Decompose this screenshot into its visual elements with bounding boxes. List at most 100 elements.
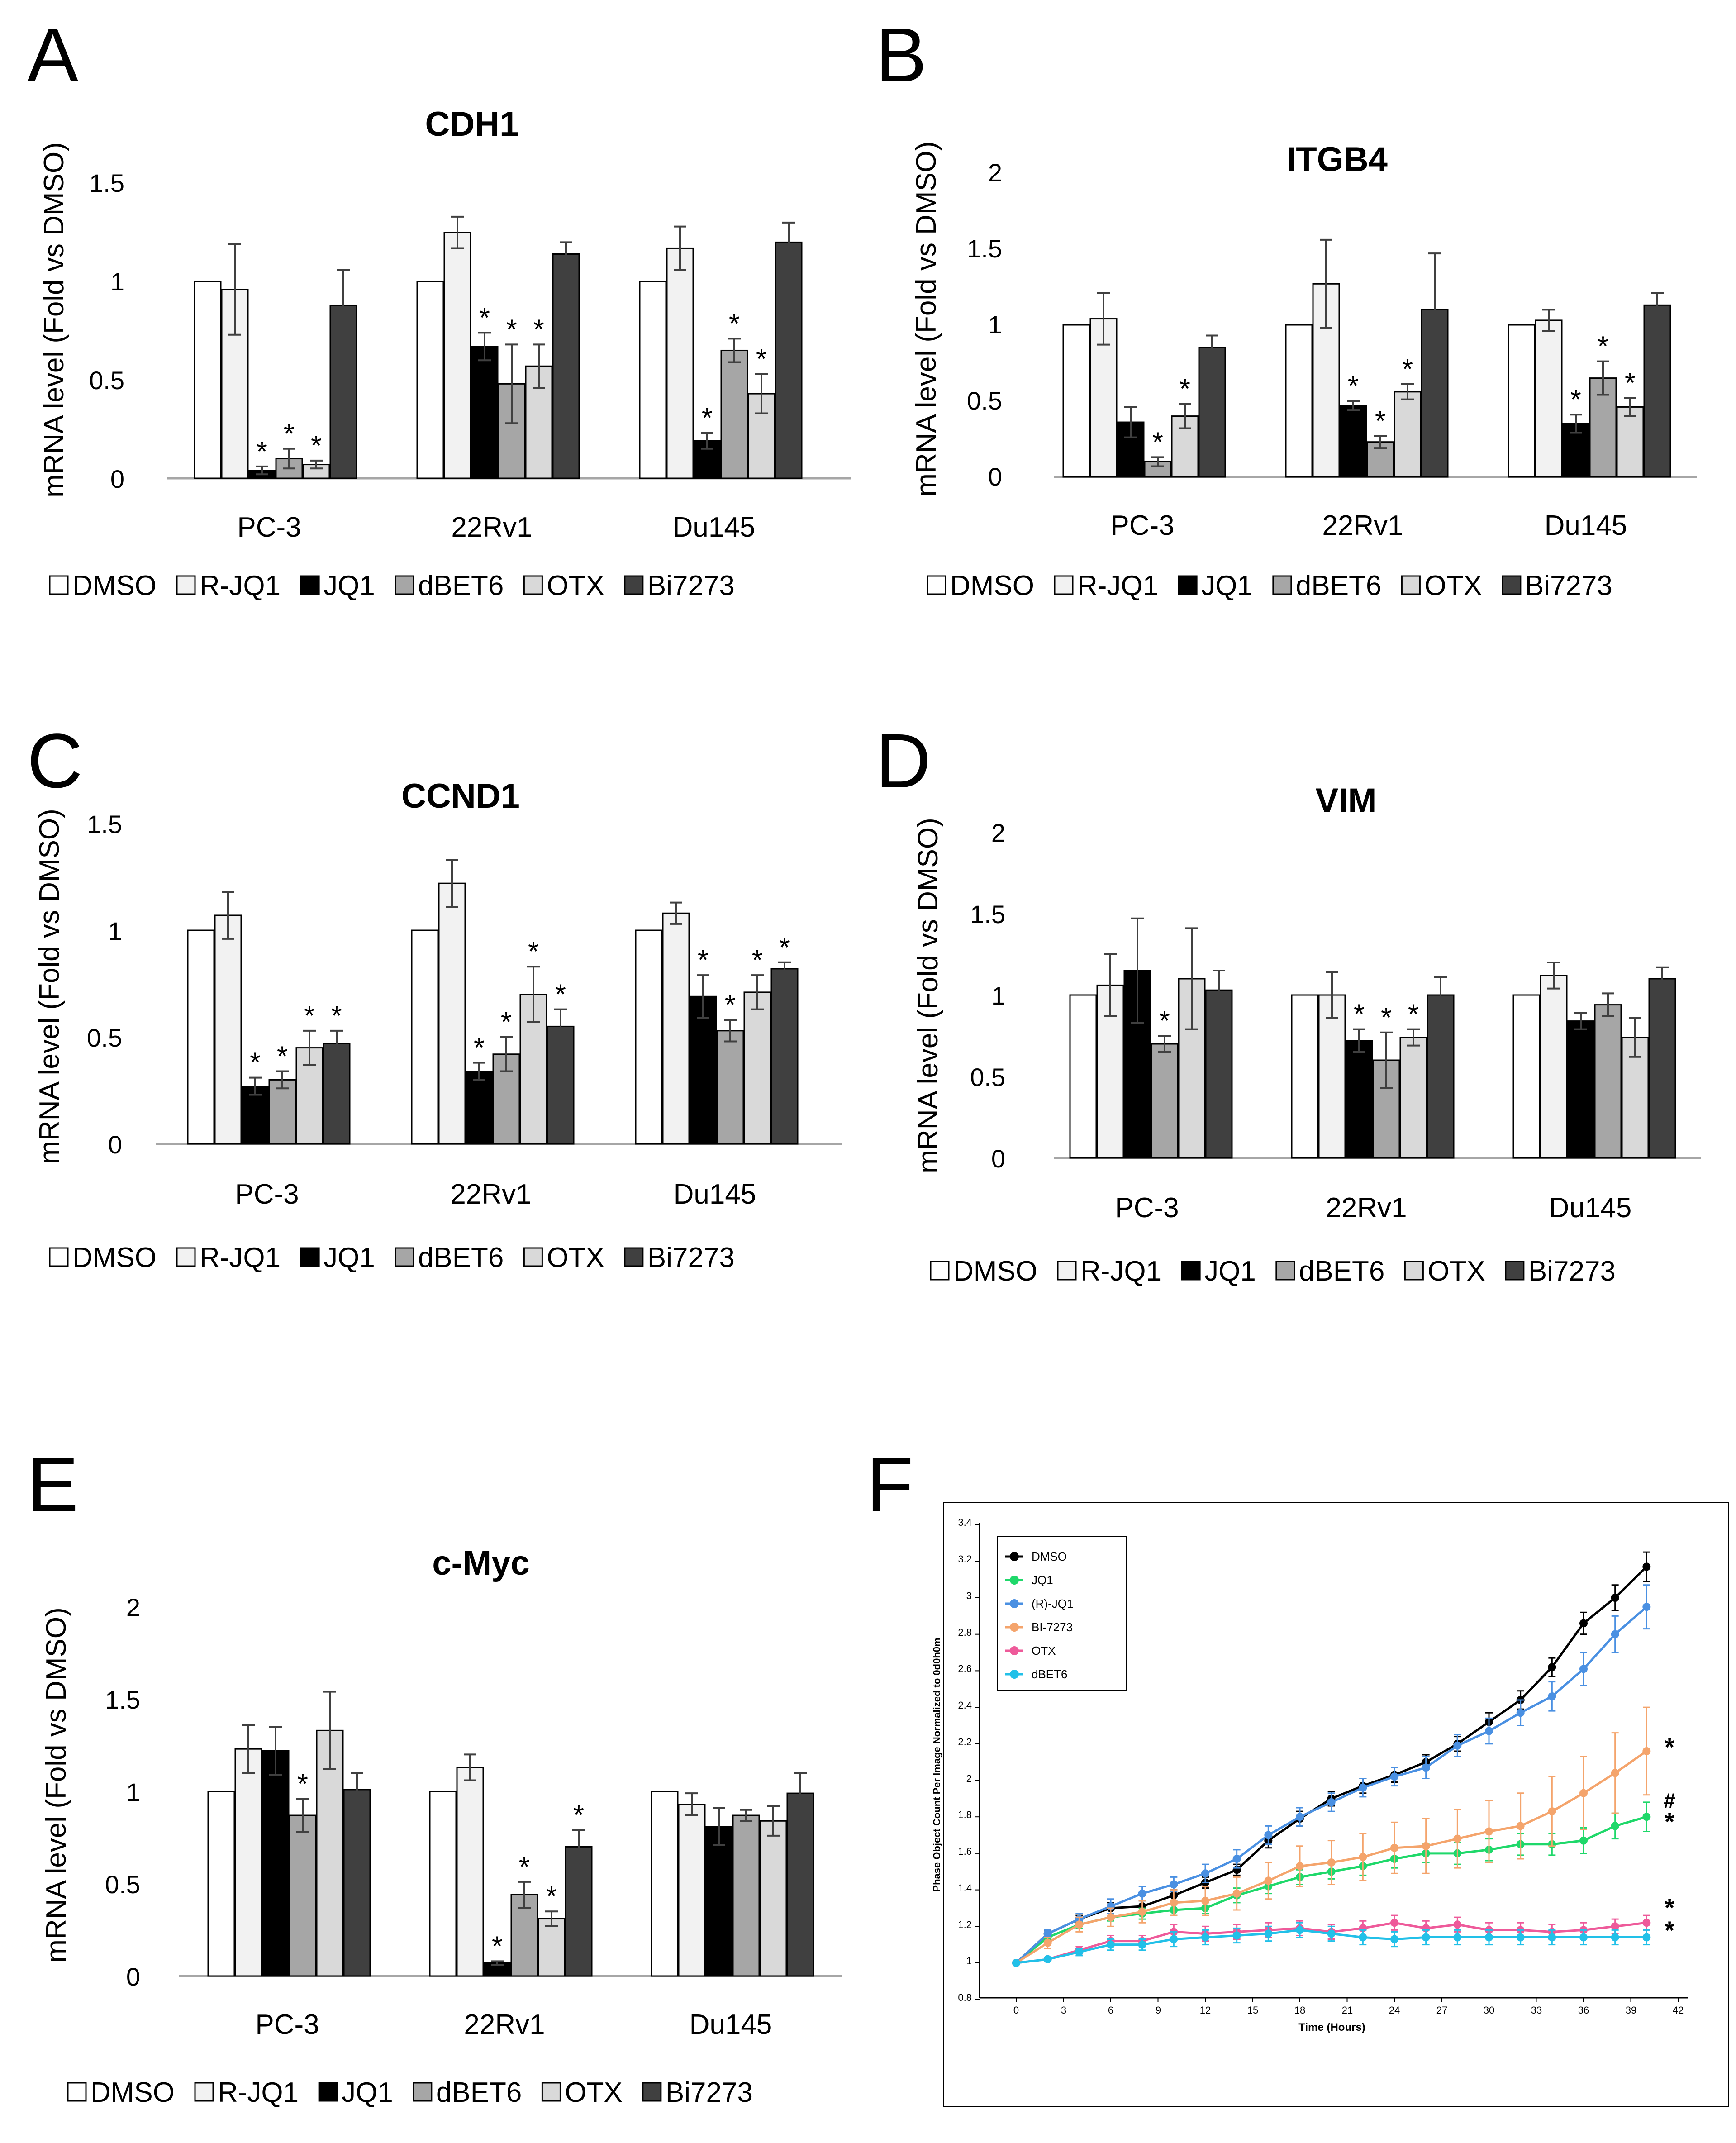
bar-bi7273-22rv1 <box>1427 994 1455 1159</box>
panel-c-title: CCND1 <box>401 777 520 815</box>
panel-a-categories: PC-3 22Rv1 Du145 <box>237 512 755 543</box>
data-point <box>1043 1955 1052 1963</box>
bar-dbet6-du145 <box>1594 1004 1622 1159</box>
error-bar-dbet6-22rv1 <box>500 1036 513 1072</box>
legend-label-dbet6: dBET6 <box>418 570 504 601</box>
bar-dmso-pc-3 <box>207 1791 235 1977</box>
panel-c-yticks: 0 0.5 1 1.5 <box>87 810 122 1159</box>
significance-star: * <box>277 1041 288 1072</box>
data-point <box>1390 1772 1398 1781</box>
panel-f-ytick-8: 2.4 <box>958 1700 972 1711</box>
data-point <box>1642 1747 1651 1755</box>
bar-dbet6-pc-3 <box>1151 1043 1179 1159</box>
panel-f-end-mark-dbet6: * <box>1665 1916 1674 1944</box>
significance-star: * <box>250 1048 261 1079</box>
panel-f-xtick-9: 27 <box>1436 2005 1447 2016</box>
bar-bi7273-22rv1 <box>552 253 580 479</box>
panel-f-ytick-10: 2.8 <box>958 1627 972 1638</box>
panel-e-chart: c-Myc mRNA level (Fold vs DMSO) 0 0.5 1 … <box>41 1544 842 2108</box>
bar-r-jq1-22rv1 <box>456 1767 484 1977</box>
panel-a-legend: DMSO R-JQ1 JQ1 dBET6 OTX Bi7273 <box>49 570 735 601</box>
bar-otx-22rv1 <box>537 1918 566 1977</box>
panel-b-chart: ITGB4 mRNA level (Fold vs DMSO) 0 0.5 1 … <box>911 140 1697 601</box>
legend-swatch-jq1 <box>1178 575 1198 595</box>
panel-f-ytick-1: 1 <box>966 1955 972 1967</box>
bar-bi7273-du145 <box>786 1792 814 1977</box>
legend-label-dbet6: dBET6 <box>1032 1667 1068 1681</box>
legend-label-bi-7273: BI-7273 <box>1032 1620 1073 1634</box>
legend-swatch-bi7273 <box>1505 1261 1525 1281</box>
data-point <box>1516 1822 1525 1830</box>
significance-star: * <box>519 1852 530 1883</box>
legend-swatch-dbet6 <box>395 575 414 595</box>
panel-f-yticks: 0.8 1 1.2 1.4 1.6 1.8 2 2.2 2.4 2.6 2.8 … <box>958 1517 972 2003</box>
panel-c-category-0: PC-3 <box>235 1179 299 1210</box>
panel-a-ytick-1: 0.5 <box>89 366 124 395</box>
bar-bi7273-pc-3 <box>323 1043 351 1145</box>
legend-swatch-dbet6 <box>1272 575 1292 595</box>
data-point <box>1485 1933 1493 1942</box>
panel-a-title: CDH1 <box>425 105 519 143</box>
legend-label-dmso: DMSO <box>1032 1550 1067 1563</box>
legend-swatch-otx <box>1401 575 1421 595</box>
legend-swatch-r-jq1 <box>194 2082 214 2102</box>
legend-label-jq1: JQ1 <box>1204 1256 1256 1287</box>
data-point <box>1264 1876 1273 1885</box>
bar-dmso-pc-3 <box>187 929 215 1145</box>
data-point <box>1138 1889 1146 1898</box>
bar-bi7273-pc-3 <box>343 1789 371 1977</box>
panel-f-xtick-13: 39 <box>1626 2005 1636 2016</box>
error-bar-otx-pc-3 <box>303 1029 316 1066</box>
bar-dmso-22rv1 <box>411 929 439 1145</box>
data-point <box>1232 1855 1241 1863</box>
panel-e-bars: * * * * * <box>207 1691 814 1977</box>
panel-b-category-2: Du145 <box>1545 510 1627 541</box>
data-point <box>1422 1763 1430 1772</box>
error-bar-dbet6-pc-3 <box>283 448 295 470</box>
panel-a-ytick-2: 1 <box>110 267 124 296</box>
bar-otx-du145 <box>743 991 771 1145</box>
legend-label-jq1: JQ1 <box>323 1242 375 1273</box>
panel-b-bars: * * * * * * * * * <box>1062 238 1671 487</box>
legend-swatch-otx <box>523 575 543 595</box>
panel-d-bars: * * * * <box>1069 917 1676 1159</box>
legend-swatch-bi7273 <box>624 575 644 595</box>
error-bar-bi7273-pc-3 <box>1206 334 1218 361</box>
error-bar-bi7273-du145 <box>782 221 795 263</box>
error-bar-otx-du145 <box>751 974 764 1010</box>
panel-e-ylabel: mRNA level (Fold vs DMSO) <box>41 1607 72 1962</box>
panel-f-ytick-11: 3 <box>966 1590 972 1601</box>
panel-f-ytick-5: 1.8 <box>958 1809 972 1820</box>
error-bar-bi7273-pc-3 <box>351 1772 363 1807</box>
panel-d-legend: DMSO R-JQ1 JQ1 dBET6 OTX Bi7273 <box>930 1256 1616 1287</box>
panel-f-end-mark-hash: # <box>1664 1789 1675 1812</box>
error-bar-r-jq1-22rv1 <box>446 859 458 908</box>
significance-star: * <box>573 1800 584 1831</box>
legend-label-dmso: DMSO <box>90 2077 175 2108</box>
significance-star: * <box>1152 427 1163 458</box>
panel-b-ytick-1: 0.5 <box>967 386 1002 415</box>
error-bar-jq1-pc-3 <box>269 1726 282 1776</box>
legend-label-otx: OTX <box>547 1242 604 1273</box>
panel-f-end-mark-jq1: * <box>1665 1807 1674 1836</box>
bar-jq1-22rv1 <box>465 1071 493 1145</box>
significance-star: * <box>304 1000 315 1032</box>
significance-star: * <box>1625 367 1636 399</box>
error-bar-otx-du145 <box>755 373 768 414</box>
panel-f-xtick-0: 0 <box>1013 2005 1019 2016</box>
significance-star: * <box>257 436 267 467</box>
data-point <box>1611 1594 1619 1602</box>
panel-c-category-2: Du145 <box>674 1179 756 1210</box>
significance-star: * <box>311 430 322 462</box>
legend-swatch-otx <box>541 2082 561 2102</box>
error-bar-dbet6-du145 <box>728 338 741 363</box>
bar-dbet6-du145 <box>716 1030 744 1145</box>
legend-swatch-jq1 <box>300 1247 320 1267</box>
panel-f-xtick-14: 42 <box>1673 2005 1684 2016</box>
error-bar-jq1-22rv1 <box>1347 400 1360 411</box>
data-point <box>1453 1834 1462 1843</box>
panel-f-ytick-3: 1.4 <box>958 1882 972 1894</box>
significance-star: * <box>756 344 767 375</box>
data-point <box>1611 1933 1619 1942</box>
